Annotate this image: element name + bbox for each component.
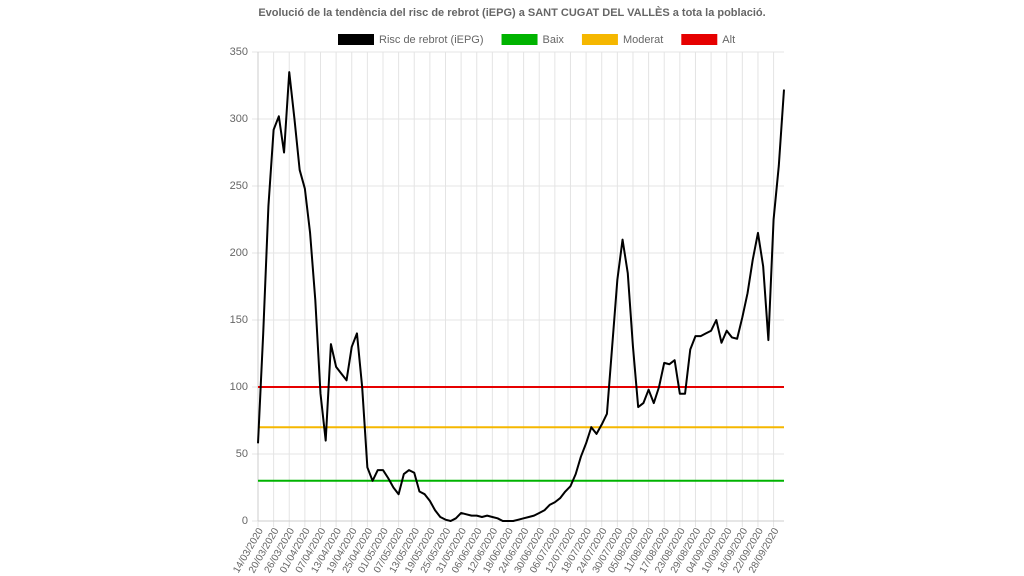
- y-tick-label: 350: [230, 46, 248, 58]
- chart-title: Evolució de la tendència del risc de reb…: [258, 6, 765, 19]
- legend-swatch: [338, 34, 374, 45]
- legend-label: Alt: [722, 34, 735, 46]
- y-tick-label: 150: [230, 314, 248, 326]
- legend-label: Moderat: [623, 34, 663, 46]
- legend-swatch: [581, 34, 618, 45]
- y-tick-label: 0: [242, 515, 248, 527]
- legend-label: Risc de rebrot (iEPG): [379, 34, 484, 46]
- legend-swatch: [501, 34, 538, 45]
- y-tick-label: 300: [230, 113, 248, 125]
- y-tick-label: 100: [230, 381, 248, 393]
- y-tick-label: 250: [230, 180, 248, 192]
- y-tick-label: 200: [230, 247, 248, 259]
- legend: Risc de rebrot (iEPG) Baix Moderat Alt: [338, 34, 735, 46]
- legend-swatch: [681, 34, 718, 45]
- data-line: [257, 71, 785, 522]
- y-tick-label: 50: [236, 448, 248, 460]
- legend-label: Baix: [543, 34, 565, 46]
